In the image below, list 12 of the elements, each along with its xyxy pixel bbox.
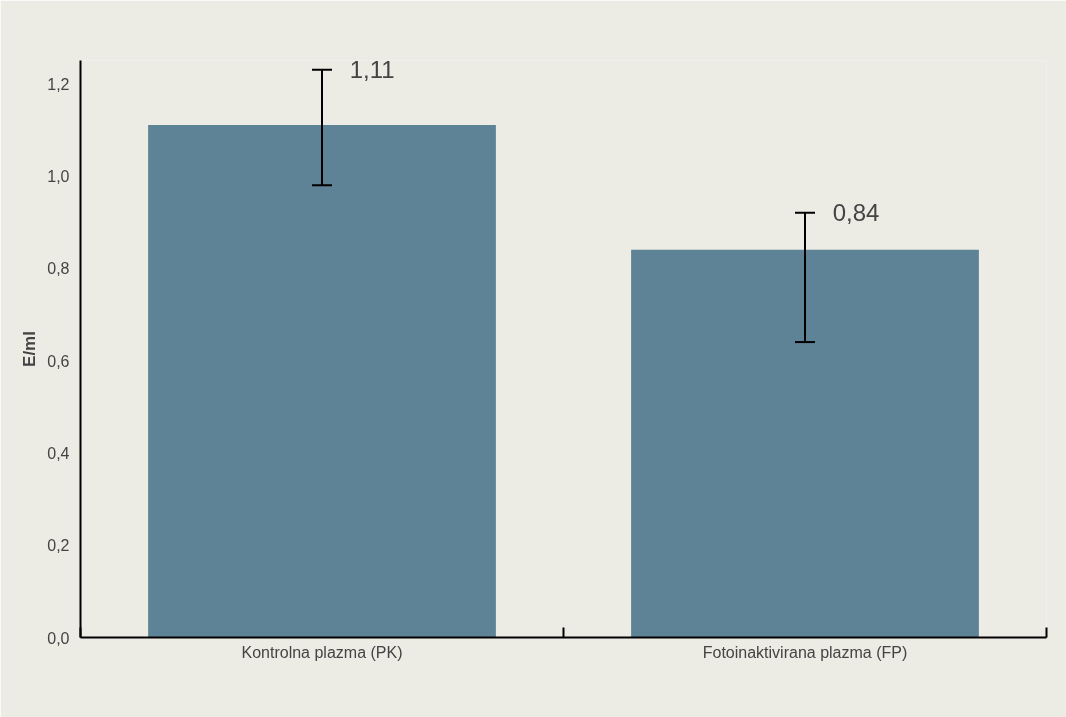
x-tick-label: Fotoinaktivirana plazma (FP) [702, 643, 908, 661]
y-tick-label: 0,2 [47, 537, 70, 555]
data-label: 0,84 [832, 199, 880, 227]
y-tick-label: 0,0 [47, 629, 70, 647]
y-tick-label: 0,8 [47, 260, 70, 278]
y-tick-label: 0,4 [47, 444, 70, 462]
y-tick-label: 0,6 [47, 352, 70, 370]
data-label: 1,11 [349, 56, 395, 84]
y-tick-label: 1,0 [47, 167, 70, 185]
y-tick-label: 1,2 [47, 75, 70, 93]
x-tick-label: Kontrolna plazma (PK) [241, 643, 403, 661]
y-axis-title: E/ml [20, 331, 40, 367]
